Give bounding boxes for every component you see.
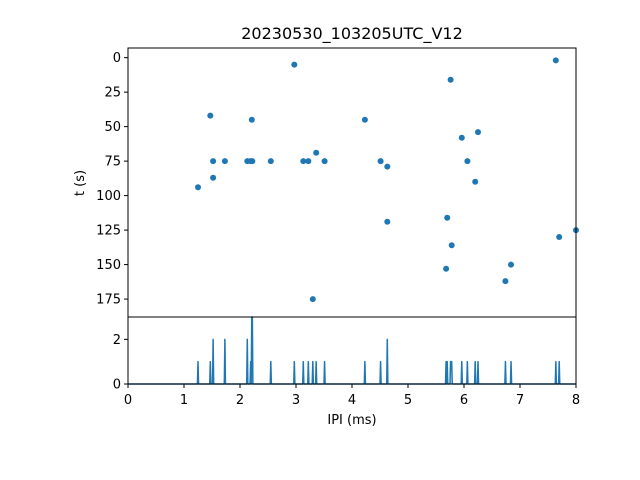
scatter-point [384, 218, 391, 225]
scatter-point [475, 129, 481, 136]
x-tick-label: 2 [236, 393, 244, 408]
top-y-tick-label: 150 [96, 258, 121, 273]
top-y-tick-label: 125 [96, 224, 121, 239]
x-tick-label: 8 [572, 393, 580, 408]
scatter-point [444, 214, 451, 221]
scatter-point [291, 61, 298, 68]
scatter-point [321, 158, 328, 165]
top-y-tick-label: 100 [96, 189, 121, 204]
top-y-tick-label: 0 [113, 51, 121, 66]
top-y-tick-label: 50 [104, 120, 121, 135]
top-y-tick-label: 175 [96, 293, 121, 308]
x-tick-label: 6 [460, 393, 468, 408]
scatter-point [464, 158, 471, 165]
bottom-plot-frame [127, 316, 577, 385]
x-axis-label: IPI (ms) [327, 413, 376, 428]
scatter-points [195, 57, 579, 303]
scatter-point [472, 178, 479, 185]
scatter-point [313, 149, 320, 156]
x-tick-label: 0 [124, 393, 132, 408]
bottom-y-axis-ticks: 02 [113, 333, 128, 393]
scatter-point [248, 116, 255, 123]
top-y-axis-label: t (s) [73, 170, 88, 196]
x-tick-label: 5 [404, 393, 412, 408]
scatter-point [361, 116, 368, 123]
x-tick-label: 1 [180, 393, 188, 408]
bottom-y-tick-label: 2 [113, 333, 121, 348]
scatter-point [221, 158, 228, 165]
scatter-point [552, 57, 559, 64]
bottom-y-tick-label: 0 [113, 378, 121, 393]
scatter-point [556, 234, 563, 240]
scatter-point [249, 158, 256, 165]
top-y-tick-label: 75 [104, 155, 121, 170]
scatter-point [458, 134, 465, 141]
scatter-point [377, 158, 384, 165]
scatter-point [210, 174, 217, 181]
scatter-point [195, 184, 201, 191]
scatter-point [447, 76, 454, 83]
scatter-point [300, 158, 307, 165]
scatter-point [207, 112, 214, 119]
chart-title: 20230530_103205UTC_V12 [241, 24, 463, 44]
scatter-point [305, 158, 312, 165]
scatter-point [443, 265, 450, 272]
x-tick-label: 3 [292, 393, 300, 408]
scatter-point [309, 296, 316, 303]
scatter-point [448, 242, 455, 249]
scatter-point [210, 158, 217, 165]
scatter-point [502, 278, 509, 285]
scatter-point [508, 261, 514, 268]
x-tick-label: 4 [348, 393, 356, 408]
x-tick-label: 7 [516, 393, 524, 408]
top-y-tick-label: 25 [104, 86, 121, 101]
x-axis-ticks: 0 1 2 3 4 5 6 7 8 [124, 384, 580, 408]
top-y-axis-ticks: 0 25 50 75 100 125 150 175 [96, 51, 128, 308]
scatter-point [267, 158, 274, 165]
scatter-point [384, 163, 391, 170]
